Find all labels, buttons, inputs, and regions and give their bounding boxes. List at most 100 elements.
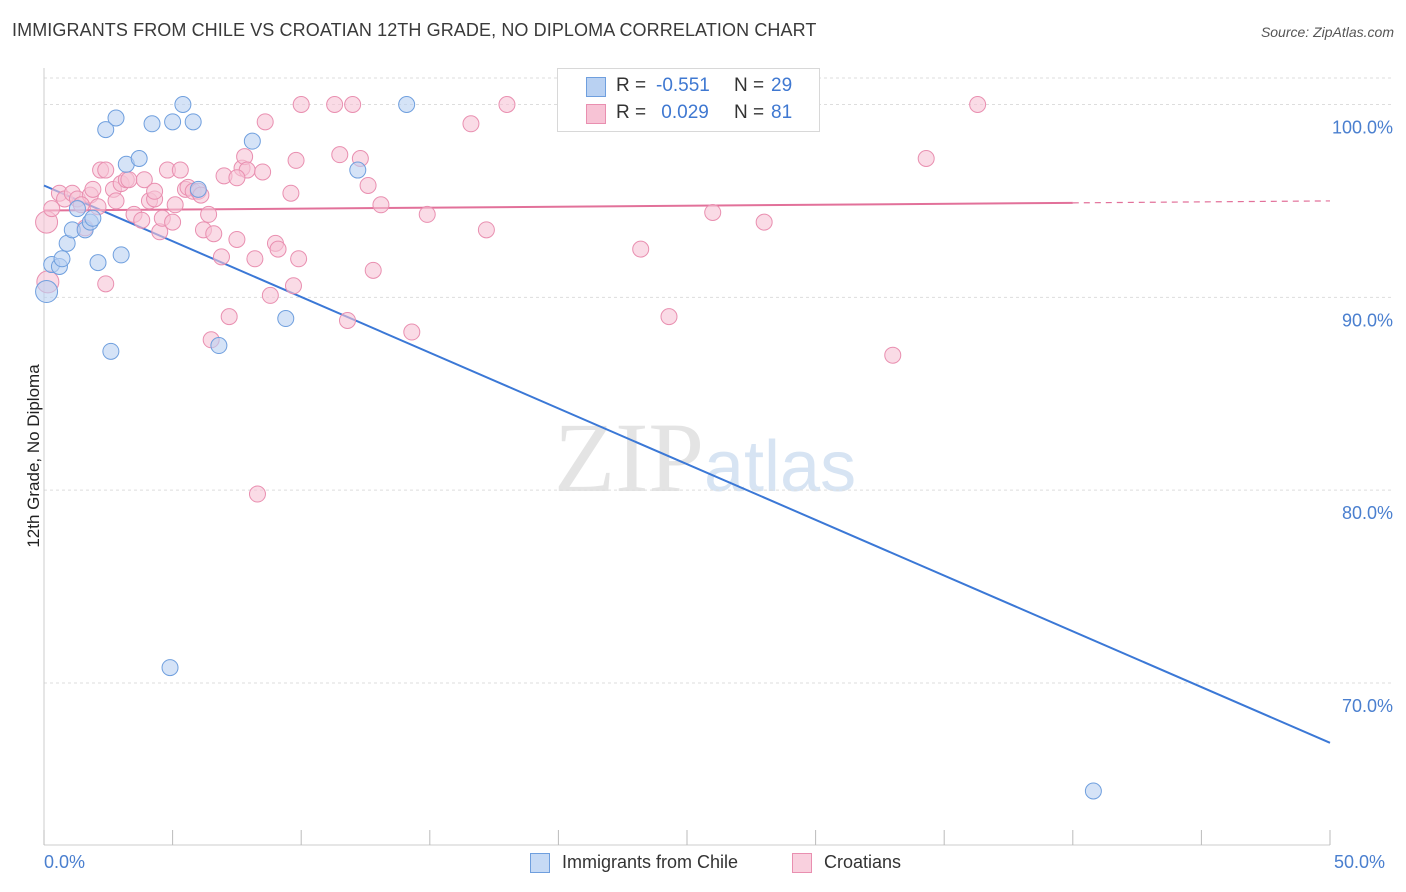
point-chile: [184, 113, 202, 131]
legend-swatch-croatians: [792, 853, 812, 873]
watermark-zip: ZIP: [554, 402, 704, 513]
point-croatians: [364, 261, 382, 279]
stats-row-chile: R = -0.551 N = 29: [558, 73, 819, 99]
point-chile: [97, 121, 115, 139]
y-tick-label: 80.0%: [1342, 503, 1393, 523]
point-chile: [164, 113, 182, 131]
legend-swatch-chile: [530, 853, 550, 873]
point-croatians: [632, 240, 650, 258]
y-tick-label: 90.0%: [1342, 310, 1393, 330]
y-tick-label: 100.0%: [1332, 117, 1393, 137]
point-croatians: [171, 161, 189, 179]
trend-line-chile: [43, 184, 1331, 744]
point-chile: [84, 209, 102, 227]
y-tick-labels: 100.0% 90.0% 80.0% 70.0%: [1332, 117, 1393, 716]
point-croatians: [326, 95, 344, 113]
axes: [43, 68, 1331, 846]
point-croatians: [282, 184, 300, 202]
r-value-chile: -0.551: [656, 75, 710, 96]
point-croatians: [292, 95, 310, 113]
point-chile: [102, 342, 120, 360]
point-croatians: [338, 311, 356, 329]
r-value-croatians: 0.029: [656, 102, 709, 123]
chart-title: IMMIGRANTS FROM CHILE VS CROATIAN 12TH G…: [12, 20, 817, 40]
point-croatians: [287, 151, 305, 169]
swatch-chile: [586, 77, 606, 97]
point-croatians: [254, 163, 272, 181]
y-tick-label: 70.0%: [1342, 696, 1393, 716]
point-chile: [349, 161, 367, 179]
point-croatians: [755, 213, 773, 231]
point-chile: [174, 95, 192, 113]
point-chile: [189, 180, 207, 198]
n-value-croatians: 81: [771, 102, 793, 123]
point-chile: [398, 95, 416, 113]
point-croatians: [248, 485, 266, 503]
point-croatians: [477, 221, 495, 239]
trend-extension-croatians: [1072, 200, 1331, 204]
point-croatians: [359, 176, 377, 194]
point-croatians: [97, 161, 115, 179]
watermark: ZIPatlas: [554, 400, 856, 515]
point-croatians: [331, 146, 349, 164]
r-label: R =: [616, 75, 647, 96]
point-croatians: [462, 115, 480, 133]
point-croatians: [220, 308, 238, 326]
watermark-atlas: atlas: [704, 427, 857, 507]
point-chile: [1084, 782, 1102, 800]
point-chile: [277, 310, 295, 328]
point-croatians: [403, 323, 421, 341]
x-tick-label-min: 0.0%: [44, 852, 86, 872]
legend-label-chile: Immigrants from Chile: [562, 852, 739, 872]
point-croatians: [246, 250, 264, 268]
swatch-croatians: [586, 104, 606, 124]
point-chile: [143, 115, 161, 133]
y-axis-label: 12th Grade, No Diploma: [24, 364, 43, 548]
point-croatians: [372, 196, 390, 214]
point-croatians: [107, 192, 125, 210]
point-croatians: [97, 275, 115, 293]
point-chile: [210, 337, 228, 355]
point-croatians: [228, 230, 246, 248]
point-chile: [53, 250, 71, 268]
data-points: [35, 95, 1102, 800]
point-chile: [107, 109, 125, 127]
r-label: R =: [616, 102, 647, 123]
point-croatians: [261, 286, 279, 304]
point-croatians: [146, 182, 164, 200]
point-croatians: [166, 196, 184, 214]
point-croatians: [43, 200, 61, 218]
point-croatians: [205, 225, 223, 243]
point-croatians: [164, 213, 182, 231]
point-croatians: [418, 205, 436, 223]
point-croatians: [84, 180, 102, 198]
point-croatians: [120, 171, 138, 189]
point-chile: [161, 659, 179, 677]
trend-lines: [43, 184, 1331, 744]
point-chile: [130, 149, 148, 167]
point-croatians: [256, 113, 274, 131]
point-croatians: [290, 250, 308, 268]
x-tick-label-max: 50.0%: [1334, 852, 1386, 872]
point-croatians: [284, 277, 302, 295]
stats-row-croatians: R = 0.029 N = 81: [558, 100, 819, 126]
point-croatians: [212, 248, 230, 266]
point-croatians: [704, 203, 722, 221]
point-croatians: [498, 95, 516, 113]
point-croatians: [269, 240, 287, 258]
legend-label-croatians: Croatians: [824, 852, 902, 872]
point-chile: [243, 132, 261, 150]
point-croatians: [660, 308, 678, 326]
point-chile: [68, 200, 86, 218]
point-croatians: [133, 211, 151, 229]
point-croatians: [969, 95, 987, 113]
point-croatians: [884, 346, 902, 364]
chart-source: Source: ZipAtlas.com: [1260, 24, 1394, 40]
stats-legend: R = -0.551 N = 29 R = 0.029 N = 81: [557, 68, 820, 132]
n-label: N =: [734, 75, 765, 96]
point-croatians: [344, 95, 362, 113]
point-chile: [89, 254, 107, 272]
point-croatians: [228, 169, 246, 187]
n-value-chile: 29: [771, 75, 793, 96]
